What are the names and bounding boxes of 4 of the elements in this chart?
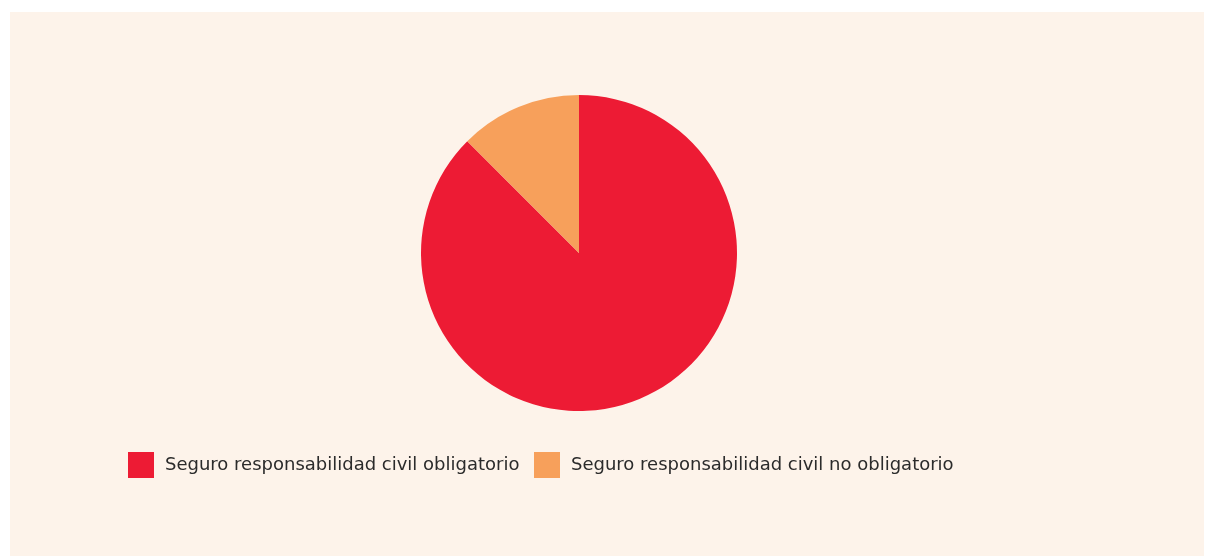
- pie-slice: [467, 95, 579, 253]
- pie-slice: [421, 95, 737, 411]
- legend-label: Seguro responsabilidad civil obligatorio: [165, 453, 520, 474]
- legend-label: Seguro responsabilidad civil no obligatorio: [571, 453, 954, 474]
